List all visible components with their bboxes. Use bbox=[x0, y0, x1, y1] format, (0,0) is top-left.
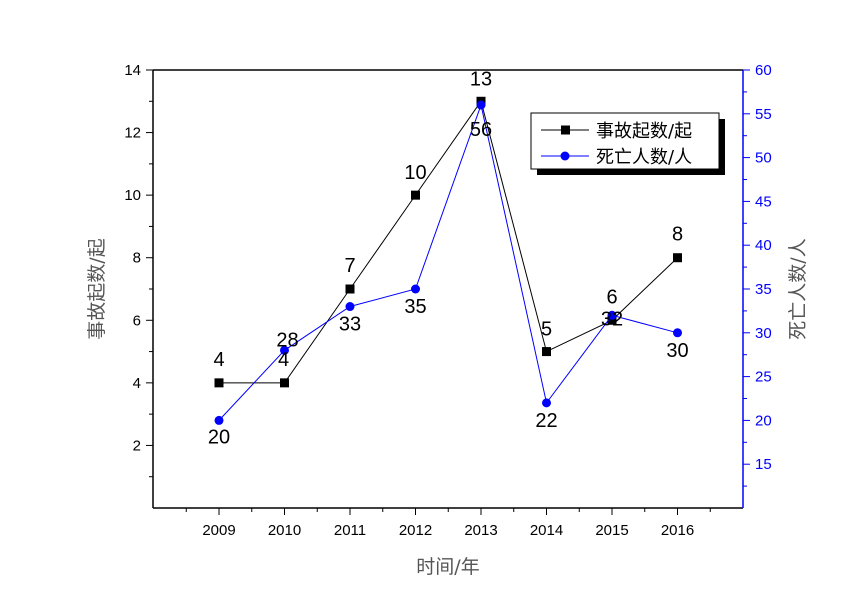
data-label-accidents: 8 bbox=[672, 224, 683, 246]
legend-marker-square bbox=[561, 125, 570, 135]
y-right-tick-label: 55 bbox=[755, 106, 772, 123]
y-left-tick-label: 12 bbox=[124, 125, 141, 142]
series-line-accidents bbox=[219, 100, 678, 384]
x-tick-label: 2009 bbox=[202, 522, 235, 539]
data-label-accidents: 5 bbox=[541, 319, 552, 341]
y-right-tick-label: 45 bbox=[755, 193, 772, 210]
x-tick-label: 2014 bbox=[530, 522, 563, 539]
data-label-deaths: 33 bbox=[339, 314, 361, 336]
x-axis-ticks: 2009 2010 2011 2012 2013 2014 2015 2016 bbox=[185, 508, 711, 539]
data-point-deaths bbox=[345, 302, 355, 312]
data-label-deaths: 56 bbox=[470, 119, 492, 141]
data-point-accidents bbox=[345, 284, 355, 294]
data-label-deaths: 22 bbox=[535, 410, 557, 432]
data-label-accidents: 4 bbox=[213, 349, 224, 371]
data-point-deaths bbox=[280, 345, 289, 355]
series-layer bbox=[214, 96, 682, 425]
data-label-accidents: 4 bbox=[278, 349, 289, 371]
x-tick-label: 2010 bbox=[268, 522, 301, 539]
data-label-accidents: 6 bbox=[606, 286, 617, 308]
y-right-tick-label: 35 bbox=[755, 281, 772, 298]
y-right-tick-label: 30 bbox=[755, 325, 772, 342]
data-point-accidents bbox=[411, 190, 420, 200]
data-label-deaths: 20 bbox=[208, 426, 230, 448]
y-right-axis-title: 死亡人数/人 bbox=[787, 238, 809, 339]
data-point-accidents bbox=[607, 315, 617, 325]
data-point-deaths bbox=[214, 415, 224, 425]
y-left-tick-label: 8 bbox=[133, 250, 141, 267]
y-left-tick-label: 6 bbox=[133, 312, 141, 329]
legend-label: 死亡人数/人 bbox=[596, 147, 692, 168]
y-right-tick-label: 50 bbox=[755, 150, 772, 167]
data-point-deaths bbox=[673, 328, 682, 338]
x-tick-label: 2012 bbox=[399, 522, 432, 539]
data-point-deaths bbox=[607, 310, 617, 320]
data-label-accidents: 10 bbox=[404, 162, 426, 184]
data-label-accidents: 7 bbox=[344, 255, 355, 277]
data-point-deaths bbox=[476, 100, 486, 110]
legend-box bbox=[530, 112, 720, 170]
data-point-accidents bbox=[542, 347, 551, 357]
data-label-deaths: 35 bbox=[404, 296, 426, 318]
y-left-tick-label: 10 bbox=[124, 187, 141, 204]
data-point-deaths bbox=[542, 398, 551, 408]
y-left-tick-label: 2 bbox=[133, 437, 141, 454]
data-point-accidents bbox=[214, 378, 224, 388]
y-right-tick-label: 15 bbox=[755, 456, 772, 473]
x-tick-label: 2013 bbox=[464, 522, 497, 539]
y-right-tick-label: 25 bbox=[755, 369, 772, 386]
data-point-deaths bbox=[411, 284, 420, 294]
data-label-deaths: 32 bbox=[601, 308, 623, 330]
y-right-axis-ticks: 15 20 25 30 35 40 45 50 55 60 bbox=[743, 62, 772, 487]
data-label-deaths: 28 bbox=[276, 329, 298, 351]
x-tick-label: 2016 bbox=[661, 522, 694, 539]
y-left-tick-label: 14 bbox=[124, 62, 141, 79]
legend-marker-circle bbox=[560, 151, 570, 161]
y-right-tick-label: 60 bbox=[755, 62, 772, 79]
x-tick-label: 2015 bbox=[595, 522, 628, 539]
legend-label: 事故起数/起 bbox=[596, 121, 692, 142]
y-left-axis-title: 事故起数/起 bbox=[86, 238, 108, 339]
y-left-axis-ticks: 2 4 6 8 10 12 14 bbox=[124, 62, 153, 478]
series-line-deaths bbox=[218, 103, 678, 421]
data-label-deaths: 30 bbox=[666, 340, 688, 362]
data-point-accidents bbox=[280, 378, 289, 388]
y-right-tick-label: 40 bbox=[755, 237, 772, 254]
data-point-accidents bbox=[673, 253, 682, 263]
x-tick-label: 2011 bbox=[334, 522, 366, 539]
y-right-tick-label: 20 bbox=[755, 412, 772, 429]
y-left-tick-label: 4 bbox=[133, 375, 141, 392]
data-label-accidents: 13 bbox=[470, 68, 492, 90]
x-axis-title: 时间/年 bbox=[416, 556, 479, 578]
